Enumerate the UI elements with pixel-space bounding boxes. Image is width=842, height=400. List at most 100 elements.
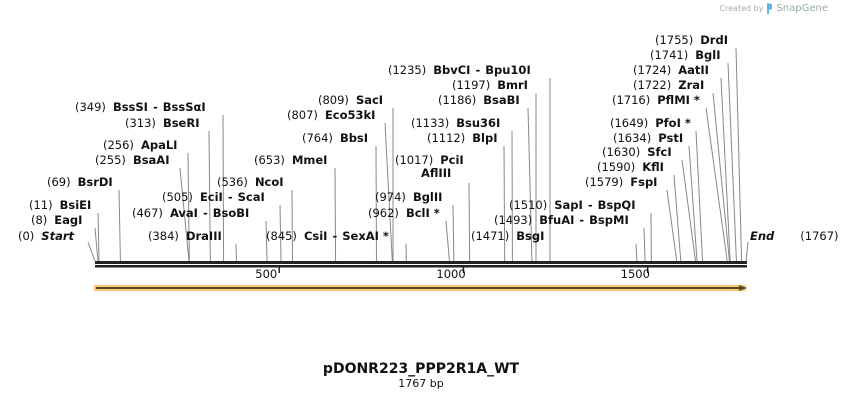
restriction-site-label[interactable]: (1634) PstI: [613, 132, 683, 145]
site-position: (1630): [602, 145, 641, 159]
leader-line: [705, 107, 728, 262]
leader-line: [265, 220, 268, 262]
restriction-site-label[interactable]: (1579) FspI: [585, 176, 657, 189]
site-position: (505): [162, 190, 193, 204]
enzyme-name: BsrDI: [77, 175, 113, 189]
restriction-site-label[interactable]: (384) DraIII: [148, 230, 222, 243]
leader-line: [695, 130, 704, 262]
restriction-site-label[interactable]: (349) BssSI - BssSαI: [75, 101, 206, 114]
snapgene-credit: Created by SnapGene: [719, 3, 828, 14]
restriction-site-label[interactable]: (8) EagI: [31, 214, 82, 227]
restriction-site-label[interactable]: (1741) BglI: [650, 49, 720, 62]
site-position: (1579): [585, 175, 624, 189]
restriction-site-label[interactable]: (1235) BbvCI - Bpu10I: [388, 64, 531, 77]
end-text: End: [750, 229, 775, 243]
name-separator: -: [227, 190, 233, 204]
enzyme-name: Bsu36I: [456, 116, 501, 130]
restriction-site-label[interactable]: (11) BsiEI: [29, 199, 91, 212]
restriction-site-label[interactable]: (505) EciI - ScaI: [162, 191, 265, 204]
enzyme-name: EciI: [199, 190, 223, 204]
enzyme-name: BfuAI: [539, 213, 575, 227]
restriction-site-label[interactable]: (1716) PflMI *: [612, 94, 700, 107]
enzyme-name: BsaAI: [132, 153, 170, 167]
enzyme-name: Eco53kI: [324, 108, 376, 122]
leader-line: [187, 152, 190, 262]
start-text: Start: [41, 229, 75, 243]
site-position: (313): [125, 116, 156, 130]
restriction-site-label[interactable]: (1197) BmrI: [452, 79, 528, 92]
restriction-site-label[interactable]: (1510) SapI - BspQI: [509, 199, 636, 212]
restriction-site-label[interactable]: (1186) BsaBI: [438, 94, 520, 107]
site-position: (1471): [471, 229, 510, 243]
restriction-site-label[interactable]: (536) NcoI: [217, 176, 284, 189]
restriction-site-label[interactable]: (1017) PciI AflIII: [395, 154, 464, 180]
name-separator: -: [332, 229, 338, 243]
enzyme-name-alt: SexAI *: [342, 229, 389, 243]
leader-line: [503, 145, 506, 262]
leader-line: [666, 189, 678, 262]
enzyme-name: SapI: [554, 198, 583, 212]
start-label: (0) Start: [18, 230, 74, 243]
site-position: (1634): [613, 131, 652, 145]
leader-line: [179, 167, 190, 262]
restriction-site-label[interactable]: (1722) ZraI: [633, 79, 704, 92]
enzyme-name-alt: AflIII: [421, 166, 452, 180]
site-position: (1235): [388, 63, 427, 77]
site-position: (1741): [650, 48, 689, 62]
restriction-site-label[interactable]: (1590) KflI: [597, 161, 664, 174]
site-position: (1722): [633, 78, 672, 92]
restriction-site-label[interactable]: (974) BglII: [375, 191, 442, 204]
restriction-site-label[interactable]: (845) CsiI - SexAI *: [266, 230, 389, 243]
restriction-site-label[interactable]: (1112) BlpI: [427, 132, 497, 145]
feature-arrow[interactable]: [94, 285, 747, 291]
restriction-site-label[interactable]: (256) ApaLI: [103, 139, 177, 152]
ruler-ticks: [278, 267, 649, 273]
enzyme-name: PciI: [440, 153, 464, 167]
restriction-site-label[interactable]: (809) SacI: [318, 94, 383, 107]
restriction-site-label[interactable]: (313) BseRI: [125, 117, 199, 130]
restriction-site-label[interactable]: (764) BbsI: [302, 132, 368, 145]
restriction-site-label[interactable]: (1630) SfcI: [602, 146, 672, 159]
enzyme-name: CsiI: [303, 229, 328, 243]
leader-line: [735, 47, 743, 262]
restriction-site-label[interactable]: (1133) Bsu36I: [411, 117, 500, 130]
restriction-site-label[interactable]: (1649) PfoI *: [610, 117, 691, 130]
site-position: (1510): [509, 198, 548, 212]
enzyme-name: BssSI: [112, 100, 148, 114]
name-separator: -: [475, 63, 481, 77]
start-position: (0): [18, 229, 35, 243]
leader-line: [468, 182, 471, 262]
enzyme-name: BglII: [412, 190, 443, 204]
restriction-site-label[interactable]: (255) BsaAI: [95, 154, 170, 167]
enzyme-name: AatII: [678, 63, 709, 77]
restriction-site-label[interactable]: (962) BclI *: [368, 207, 440, 220]
site-position: (1755): [655, 33, 694, 47]
restriction-site-label[interactable]: (1755) DrdI: [655, 34, 728, 47]
name-separator: -: [579, 213, 585, 227]
enzyme-name: DraIII: [185, 229, 222, 243]
restriction-site-label[interactable]: (653) MmeI: [254, 154, 327, 167]
leader-line: [635, 243, 638, 262]
plasmid-name: pDONR223_PPP2R1A_WT: [322, 361, 520, 377]
restriction-site-label[interactable]: (807) Eco53kI: [287, 109, 375, 122]
leader-line: [94, 227, 99, 262]
enzyme-name: BclI *: [405, 206, 440, 220]
restriction-site-label[interactable]: (1493) BfuAI - BspMI: [494, 214, 629, 227]
site-position: (1186): [438, 93, 477, 107]
restriction-site-label[interactable]: (1471) BsgI: [471, 230, 544, 243]
enzyme-name: EagI: [54, 213, 83, 227]
site-position: (349): [75, 100, 106, 114]
site-position: (764): [302, 131, 333, 145]
leader-line: [384, 122, 393, 262]
snapgene-logo-icon: [767, 3, 773, 14]
site-position: (1649): [610, 116, 649, 130]
restriction-site-label[interactable]: (467) AvaI - BsoBI: [132, 207, 249, 220]
end-label: End (1767): [750, 230, 839, 243]
site-position: (1112): [427, 131, 466, 145]
restriction-site-label[interactable]: (1724) AatII: [633, 64, 709, 77]
site-position: (653): [254, 153, 285, 167]
restriction-site-label[interactable]: (69) BsrDI: [47, 176, 113, 189]
leader-line: [673, 174, 682, 262]
site-position: (1493): [494, 213, 533, 227]
name-separator: -: [587, 198, 593, 212]
